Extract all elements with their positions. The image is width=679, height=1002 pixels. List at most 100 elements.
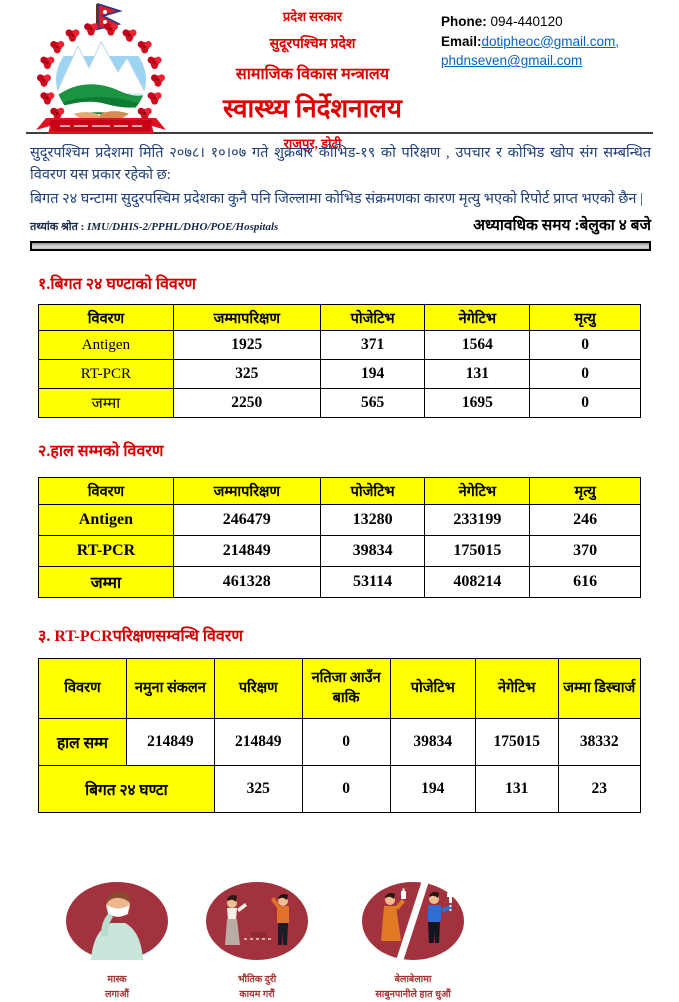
- column-header: जम्मापरिक्षण: [172, 304, 321, 332]
- source-label: तथ्यांक श्रोत :: [30, 221, 88, 234]
- cell-value: 131: [424, 359, 531, 390]
- email-label: Email:: [441, 33, 482, 49]
- cell-value: 325: [213, 765, 303, 814]
- cell-value: 1925: [172, 330, 321, 361]
- letterhead-titles: प्रदेश सरकार सुदूरपश्चिम प्रदेश सामाजिक …: [184, 0, 441, 151]
- row-label: RT-PCR: [38, 359, 174, 390]
- province-line: सुदूरपश्चिम प्रदेश: [269, 37, 356, 52]
- handwash-caption: बेलाबेलामा साबुनपानीले हात धुऔं: [375, 974, 451, 1000]
- phone-line: Phone: 094-440120: [441, 12, 653, 32]
- table-row: जम्मा 2250 565 1695 0: [38, 388, 641, 419]
- column-header: जम्मापरिक्षण: [172, 477, 321, 506]
- cell-value: 616: [529, 566, 641, 599]
- table-row: Antigen 246479 13280 233199 246: [38, 504, 641, 537]
- section-1-title: १.बिगत २४ घण्टाको विवरण: [38, 276, 196, 294]
- handwash-illustration-icon: [362, 874, 464, 972]
- cell-value: 233199: [424, 504, 531, 537]
- column-header: नमुना संकलन: [125, 658, 215, 720]
- row-label: हाल सम्म: [38, 718, 127, 767]
- cell-value: 53114: [319, 566, 426, 599]
- column-header: पोजेटिभ: [319, 304, 426, 332]
- nepal-emblem-logo: [26, 0, 184, 138]
- rtpcr-detail-table: विवरण नमुना संकलन परिक्षण नतिजा आउँन बाकि पो…: [38, 658, 641, 814]
- cell-value: 0: [529, 359, 641, 390]
- table-row: Antigen 1925 371 1564 0: [38, 330, 641, 361]
- cell-value: 0: [301, 765, 391, 814]
- directorate-title: स्वास्थ्य निर्देशनालय: [222, 94, 403, 123]
- column-header: नेगेटिभ: [424, 477, 531, 506]
- cell-value: 0: [529, 330, 641, 361]
- row-label: जम्मा: [38, 566, 174, 599]
- data-source: तथ्यांक श्रोत : IMU/DHIS-2/PPHL/DHO/POE/…: [30, 219, 278, 234]
- table-row: जम्मा 461328 53114 408214 616: [38, 566, 641, 599]
- column-header: मृत्यु: [529, 304, 641, 332]
- motto-ribbon: [36, 118, 166, 134]
- column-header: जम्मा डिस्चार्ज: [557, 658, 641, 720]
- column-header: विवरण: [38, 477, 174, 506]
- phone-label: Phone:: [441, 14, 487, 29]
- cell-value: 131: [475, 765, 559, 814]
- row-label: RT-PCR: [38, 535, 174, 568]
- ministry-line: सामाजिक विकास मन्त्रालय: [235, 66, 390, 83]
- cell-value: 246: [529, 504, 641, 537]
- distance-illustration-icon: [206, 882, 308, 961]
- column-header: विवरण: [38, 304, 174, 332]
- cell-value: 0: [301, 718, 391, 767]
- cell-value: 13280: [319, 504, 426, 537]
- column-header: विवरण: [38, 658, 127, 720]
- column-header: पोजेटिभ: [389, 658, 477, 720]
- nepal-emblem-icon: [36, 2, 166, 138]
- cell-value: 371: [319, 330, 426, 361]
- cell-value: 39834: [389, 718, 477, 767]
- row-label: जम्मा: [38, 388, 174, 419]
- source-row: तथ्यांक श्रोत : IMU/DHIS-2/PPHL/DHO/POE/…: [30, 213, 651, 235]
- updated-time: अध्यावधिक समय :बेलुका ४ बजे: [473, 217, 651, 235]
- cell-value: 214849: [125, 718, 215, 767]
- column-header: पोजेटिभ: [319, 477, 426, 506]
- column-header: नेगेटिभ: [475, 658, 559, 720]
- email-link-2[interactable]: phdnseven@gmail.com: [441, 53, 583, 69]
- cell-value: 370: [529, 535, 641, 568]
- letterhead: प्रदेश सरकार सुदूरपश्चिम प्रदेश सामाजिक …: [26, 0, 653, 151]
- government-line: प्रदेश सरकार: [282, 9, 343, 24]
- location-line: राजपुर, डोटी: [283, 136, 342, 151]
- column-header: मृत्यु: [529, 477, 641, 506]
- email-line: Email:dotipheoc@gmail.com, phdnseven@gma…: [441, 32, 653, 71]
- bulletin-page: { "header": { "gov_line1": "प्रदेश सरकार…: [26, 0, 653, 1000]
- contact-block: Phone: 094-440120 Email:dotipheoc@gmail.…: [441, 0, 653, 132]
- no-death-note: बिगत २४ घन्टामा सुदुरपस्चिम प्रदेशका कुन…: [30, 190, 643, 207]
- cell-value: 23: [557, 765, 641, 814]
- table-row: RT-PCR 325 194 131 0: [38, 359, 641, 390]
- column-header: नेगेटिभ: [424, 304, 531, 332]
- section-3-title: ३. RT-PCRपरिक्षणसम्वन्धि विवरण: [38, 628, 243, 646]
- cell-value: 175015: [475, 718, 559, 767]
- row-label: Antigen: [38, 504, 174, 537]
- cell-value: 1564: [424, 330, 531, 361]
- last-24h-table: विवरण जम्मापरिक्षण पोजेटिभ नेगेटिभ मृत्यु Ant…: [38, 304, 641, 419]
- cell-value: 39834: [319, 535, 426, 568]
- header-row: विवरण जम्मापरिक्षण पोजेटिभ नेगेटिभ मृत्यु: [38, 477, 641, 506]
- health-messages: मास्क लगाऔं भौतिक दुरी कायम गरौं: [58, 874, 679, 1002]
- email-link-1[interactable]: dotipheoc@gmail.com,: [481, 33, 620, 49]
- column-header: परिक्षण: [213, 658, 303, 720]
- cell-value: 38332: [557, 718, 641, 767]
- cell-value: 461328: [172, 566, 321, 599]
- cell-value: 325: [172, 359, 321, 390]
- row-label: बिगत २४ घण्टा: [38, 765, 215, 814]
- header-row: विवरण जम्मापरिक्षण पोजेटिभ नेगेटिभ मृत्यु: [38, 304, 641, 332]
- header-row: विवरण नमुना संकलन परिक्षण नतिजा आउँन बाकि पो…: [38, 658, 641, 720]
- cell-value: 214849: [213, 718, 303, 767]
- table-row: RT-PCR 214849 39834 175015 370: [38, 535, 641, 568]
- cumulative-table: विवरण जम्मापरिक्षण पोजेटिभ नेगेटिभ मृत्यु Ant…: [38, 477, 641, 599]
- row-label: Antigen: [38, 330, 174, 361]
- section-2-title: २.हाल सम्मको विवरण: [38, 443, 164, 461]
- cell-value: 2250: [172, 388, 321, 419]
- table-row: बिगत २४ घण्टा 325 0 194 131 23: [38, 765, 641, 814]
- handwash-message: बेलाबेलामा साबुनपानीले हात धुऔं: [338, 874, 488, 1002]
- cell-value: 246479: [172, 504, 321, 537]
- mask-message: मास्क लगाऔं: [58, 879, 176, 1002]
- intro-paragraph: सुदूरपश्चिम प्रदेशमा मिति २०७८। १०।०७ गत…: [30, 145, 651, 183]
- table-row: हाल सम्म 214849 214849 0 39834 175015 38332: [38, 718, 641, 767]
- source-value: IMU/DHIS-2/PPHL/DHO/POE/Hospitals: [87, 221, 279, 234]
- cell-value: 194: [389, 765, 477, 814]
